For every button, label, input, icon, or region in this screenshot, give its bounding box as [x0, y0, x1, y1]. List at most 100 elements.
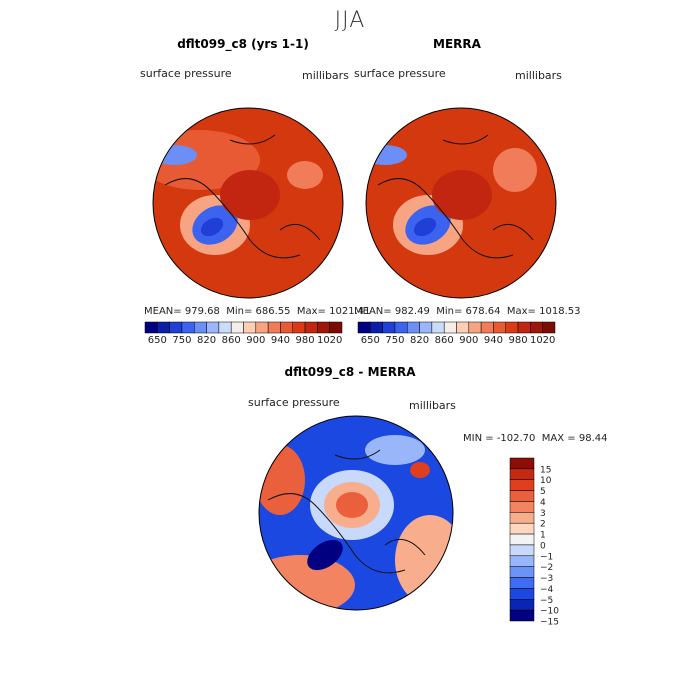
- model-max-label: Max=: [296, 306, 326, 317]
- model-colorbar-tick-label: 650: [148, 335, 167, 346]
- diff-colorbar-tick-label: −4: [540, 585, 554, 595]
- obs-colorbar-swatch-6: [431, 321, 445, 334]
- obs-himalaya-patch: [366, 145, 407, 165]
- season-title: JJA: [334, 8, 366, 33]
- obs-colorbar-swatch-4: [407, 321, 420, 334]
- obs-colorbar-swatch-3: [394, 321, 408, 334]
- diff-colorbar-swatch-0: [509, 457, 535, 470]
- diff-colorbar-tick-label: −1: [540, 552, 553, 562]
- model-panel-title: dflt099_c8 (yrs 1-1): [177, 37, 309, 51]
- diff-colorbar-tick-label: 0: [540, 541, 546, 551]
- obs-panel-title: MERRA: [433, 37, 481, 51]
- diff-colorbar-tick-label: 1: [540, 531, 546, 541]
- model-colorbar-swatch-15: [329, 321, 343, 334]
- diff-colorbar-tick-label: 3: [540, 509, 546, 519]
- diff-colorbar-tick-label: 2: [540, 520, 546, 530]
- obs-map-border: [365, 107, 557, 299]
- diff-colorbar-swatch-6: [509, 522, 535, 535]
- obs-colorbar-swatch-10: [480, 321, 494, 334]
- obs-colorbar-swatch-14: [530, 321, 543, 334]
- diff-pole-core: [336, 492, 368, 518]
- diff-colorbar-swatch-8: [509, 544, 535, 557]
- obs-colorbar-swatch-15: [542, 321, 556, 334]
- diff-variable-label: surface pressure: [248, 396, 340, 409]
- diff-colorbar-swatch-3: [509, 490, 535, 502]
- model-coastline: [164, 134, 321, 259]
- model-colorbar-swatch-9: [255, 321, 269, 334]
- obs-colorbar-tick-label: 860: [435, 335, 454, 346]
- diff-coastline: [267, 449, 426, 574]
- obs-colorbar-tick-label: 820: [410, 335, 429, 346]
- model-mean-label: MEAN=: [144, 306, 182, 317]
- model-himalaya-patch: [153, 145, 197, 165]
- obs-mean-label: MEAN=: [354, 306, 392, 317]
- obs-max-value: 1018.53: [539, 306, 581, 317]
- obs-colorbar-swatch-2: [382, 321, 396, 334]
- diff-colorbar-tick-label: −5: [540, 596, 553, 606]
- model-colorbar-swatch-12: [292, 321, 306, 334]
- diff-colorbar-tick-label: −3: [540, 574, 553, 584]
- obs-map: [366, 108, 556, 298]
- diff-colorbar-swatch-10: [509, 566, 535, 578]
- model-pole-region: [220, 170, 280, 220]
- obs-units-label: millibars: [515, 69, 562, 82]
- diff-colorbar-swatch-13: [509, 599, 535, 611]
- diff-min-label: MIN =: [463, 433, 494, 444]
- diff-colorbar-tick-label: −10: [540, 607, 559, 617]
- model-colorbar-swatch-3: [181, 321, 195, 334]
- obs-colorbar-tick-label: 900: [459, 335, 478, 346]
- diff-north-mix: [365, 435, 425, 465]
- model-colorbar-tick-label: 900: [246, 335, 265, 346]
- obs-rockies-patch: [493, 148, 537, 192]
- diff-colorbar-tick-label: 10: [540, 476, 552, 486]
- diff-colorbar-swatch-1: [509, 468, 535, 480]
- model-colorbar: 650 750 820 860 900 940 980 1020: [144, 321, 343, 346]
- obs-colorbar-swatch-0: [357, 321, 371, 334]
- model-colorbar-tick-label: 980: [296, 335, 315, 346]
- model-colorbar-swatch-13: [304, 321, 318, 334]
- diff-outer-warm: [259, 555, 355, 610]
- diff-max-value: 98.44: [578, 433, 608, 444]
- obs-greenland-core: [413, 217, 437, 237]
- diff-east-warm: [395, 515, 453, 605]
- obs-colorbar-swatch-12: [505, 321, 519, 334]
- model-map-border: [152, 107, 344, 299]
- model-colorbar-swatch-6: [218, 321, 232, 334]
- diff-colorbar-swatch-7: [509, 533, 535, 546]
- model-colorbar-tick-label: 750: [172, 335, 191, 346]
- obs-colorbar-tick-label: 1020: [530, 335, 555, 346]
- obs-colorbar-tick-label: 750: [385, 335, 404, 346]
- model-colorbar-swatch-10: [267, 321, 281, 334]
- model-colorbar-tick-label: 1020: [317, 335, 342, 346]
- obs-pole-region: [432, 170, 492, 220]
- obs-max-label: Max=: [506, 306, 536, 317]
- model-colorbar-swatch-14: [317, 321, 330, 334]
- obs-colorbar-swatch-9: [468, 321, 482, 334]
- diff-west-warm: [259, 445, 305, 515]
- obs-min-label: Min=: [436, 306, 463, 317]
- model-colorbar-swatch-11: [280, 321, 293, 334]
- obs-mean-value: 982.49: [394, 306, 430, 317]
- obs-min-value: 678.64: [465, 306, 501, 317]
- model-colorbar-swatch-5: [206, 321, 220, 334]
- diff-colorbar-swatch-9: [509, 555, 535, 567]
- model-units-label: millibars: [302, 69, 349, 82]
- diff-colorbar-tick-label: −2: [540, 563, 553, 573]
- obs-colorbar-swatch-5: [419, 321, 433, 334]
- model-colorbar-tick-label: 820: [197, 335, 216, 346]
- model-colorbar-tick-label: 940: [271, 335, 290, 346]
- obs-colorbar-swatch-11: [493, 321, 506, 334]
- diff-panel-title: dflt099_c8 - MERRA: [284, 365, 416, 379]
- model-colorbar-tick-label: 860: [222, 335, 241, 346]
- model-colorbar-swatch-1: [157, 321, 170, 334]
- diff-min-value: -102.70: [496, 433, 536, 444]
- diff-colorbar-swatch-12: [509, 588, 535, 600]
- diff-colorbar-swatch-11: [509, 577, 535, 589]
- diff-colorbar-swatch-4: [509, 501, 535, 513]
- diff-colorbar-swatch-14: [509, 609, 535, 622]
- model-colorbar-swatch-0: [144, 321, 158, 334]
- obs-colorbar-tick-label: 650: [361, 335, 380, 346]
- diff-units-label: millibars: [409, 399, 456, 412]
- diff-colorbar-swatch-5: [509, 512, 535, 524]
